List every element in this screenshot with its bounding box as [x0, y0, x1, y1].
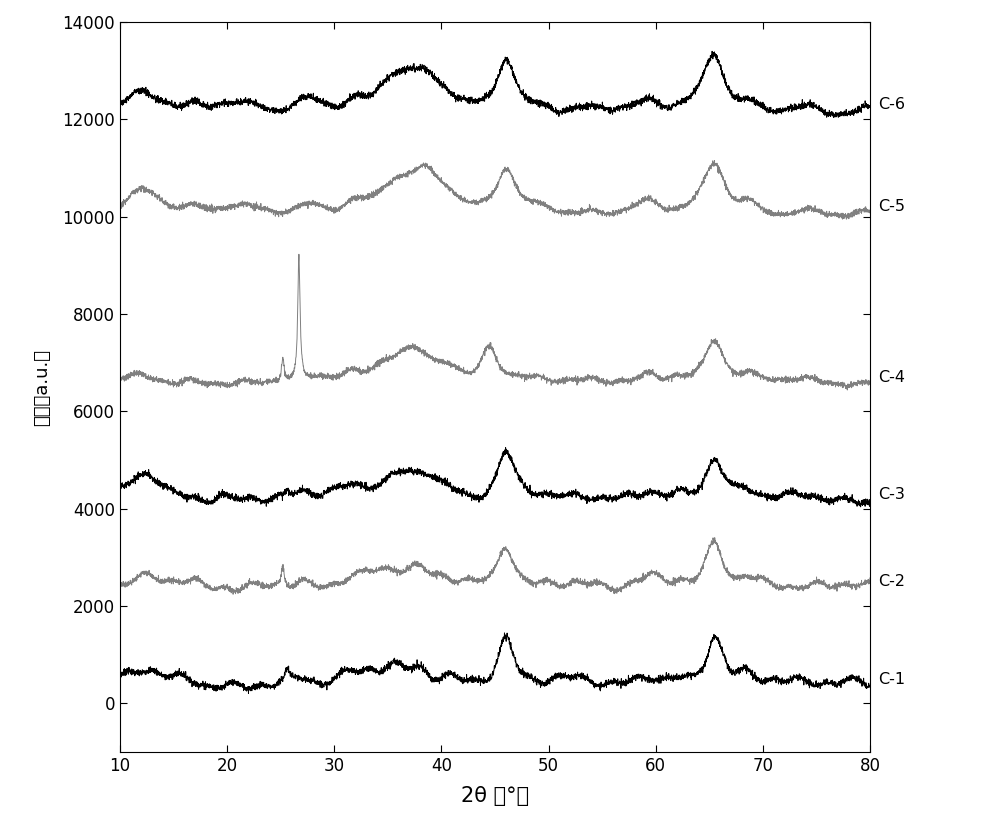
- Text: C-4: C-4: [879, 369, 906, 385]
- Text: C-3: C-3: [879, 487, 905, 502]
- X-axis label: 2θ （°）: 2θ （°）: [461, 786, 529, 806]
- Y-axis label: 强度（a.u.）: 强度（a.u.）: [33, 348, 51, 425]
- Text: C-6: C-6: [879, 97, 906, 112]
- Text: C-2: C-2: [879, 574, 906, 589]
- Text: C-1: C-1: [879, 672, 906, 686]
- Text: C-5: C-5: [879, 200, 906, 214]
